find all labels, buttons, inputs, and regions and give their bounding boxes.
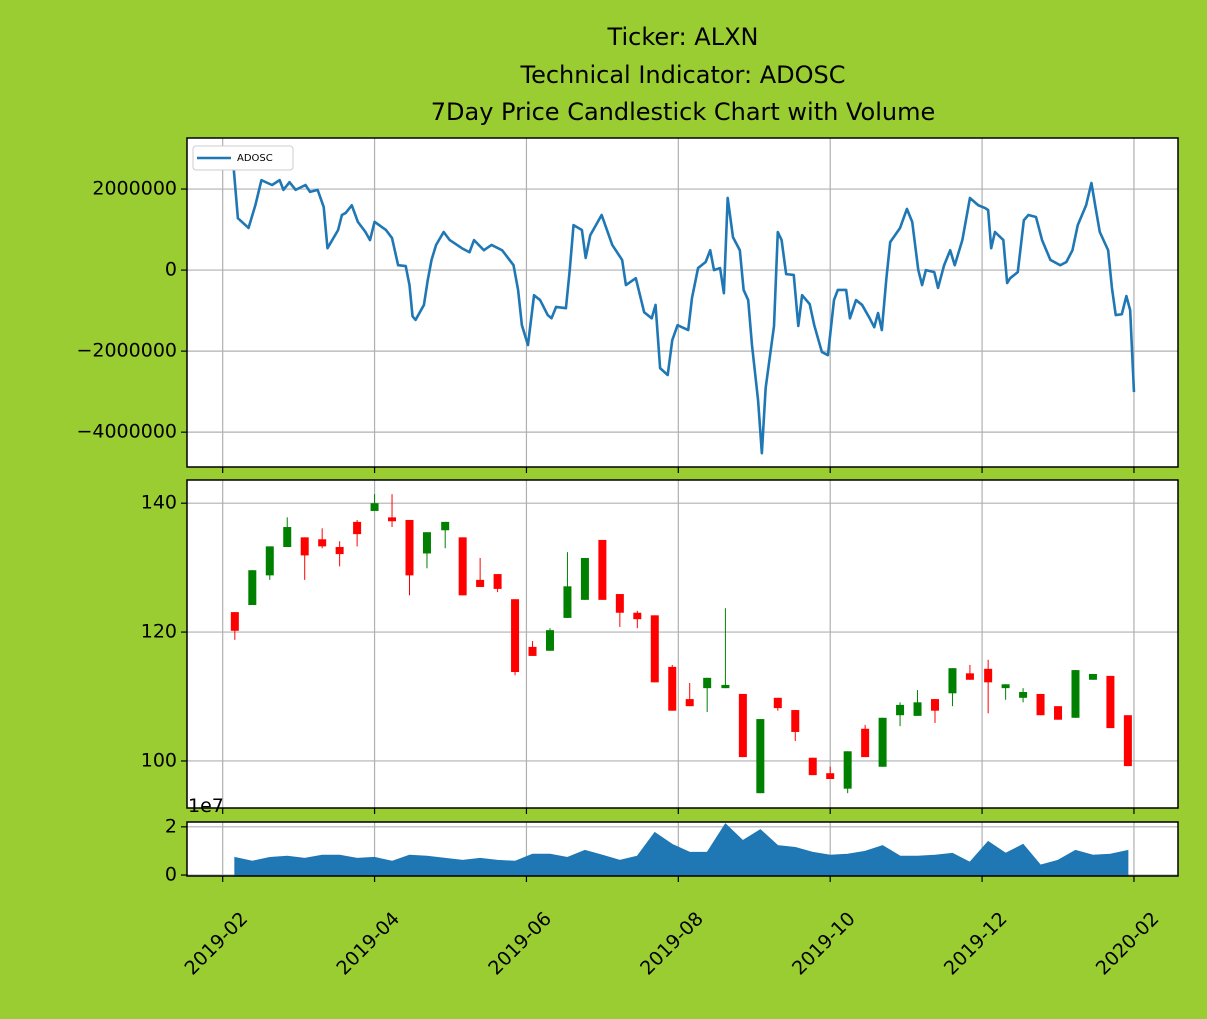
candle-body	[1001, 684, 1010, 689]
plot-frame	[186, 479, 1179, 809]
candle-body	[1019, 692, 1028, 698]
candle-body	[984, 668, 993, 683]
chart-title: Ticker: ALXN	[607, 23, 759, 51]
candle-body	[441, 521, 450, 531]
candle-body	[703, 677, 712, 689]
candle-body	[791, 710, 800, 732]
chart-title: Technical Indicator: ADOSC	[520, 61, 846, 89]
candle-body	[248, 570, 257, 606]
y-tick-label: −4000000	[76, 421, 177, 443]
plot-background	[187, 138, 1178, 467]
candle-body	[370, 503, 379, 511]
candle-body	[668, 666, 677, 711]
candle-body	[615, 594, 624, 613]
candle-body	[965, 673, 974, 680]
candle-body	[808, 757, 817, 776]
candle-body	[528, 646, 537, 656]
candle-body	[930, 699, 939, 711]
y-offset-label: 1e7	[188, 795, 224, 817]
candle-body	[318, 539, 327, 547]
candle-body	[405, 519, 414, 576]
candle-body	[1106, 675, 1115, 729]
candle-body	[1054, 706, 1063, 720]
area-series	[234, 823, 1129, 876]
y-tick-label: 2000000	[92, 178, 177, 200]
candle-body	[580, 557, 589, 600]
plot-frame	[186, 821, 1179, 877]
legend-box	[192, 145, 294, 171]
line-series	[231, 154, 1136, 455]
candle-body	[896, 704, 905, 716]
candle-body	[335, 547, 344, 555]
candle-body	[476, 579, 485, 587]
candle-body	[353, 521, 362, 535]
candle-body	[545, 630, 554, 651]
y-tick-label: 100	[141, 749, 177, 771]
candle-body	[563, 586, 572, 618]
candle-body	[598, 539, 607, 600]
y-tick-label: 120	[141, 621, 177, 643]
candle-body	[650, 615, 659, 683]
candle-body	[738, 693, 747, 758]
plot-background	[187, 480, 1178, 808]
legend-label: ADOSC	[237, 153, 273, 164]
y-tick-label: 0	[165, 864, 177, 886]
candle-body	[388, 517, 397, 522]
candle-body	[633, 612, 642, 620]
candle-body	[843, 751, 852, 789]
candle-body	[685, 699, 694, 707]
candle-body	[861, 728, 870, 758]
candle-body	[878, 717, 887, 767]
candle-body	[1036, 693, 1045, 716]
y-tick-label: 0	[165, 259, 177, 281]
y-tick-label: −2000000	[76, 340, 177, 362]
candle-body	[422, 532, 431, 554]
candle-body	[300, 537, 309, 556]
candle-body	[773, 697, 782, 709]
candle-body	[721, 684, 730, 689]
candle-body	[756, 719, 765, 794]
candle-body	[511, 599, 520, 673]
y-tick-label: 140	[141, 492, 177, 514]
candle-body	[1071, 670, 1080, 718]
candle-body	[458, 537, 467, 596]
candle-body	[913, 702, 922, 716]
candle-body	[230, 612, 239, 631]
plot-frame	[186, 137, 1179, 468]
candle-body	[493, 574, 502, 589]
candle-body	[948, 668, 957, 694]
y-tick-label: 2	[165, 815, 177, 837]
candle-body	[826, 773, 835, 780]
candle-body	[1123, 715, 1132, 767]
chart-title: 7Day Price Candlestick Chart with Volume	[431, 98, 936, 126]
candle-body	[265, 546, 274, 576]
candle-body	[283, 527, 292, 548]
candle-body	[1088, 673, 1097, 680]
